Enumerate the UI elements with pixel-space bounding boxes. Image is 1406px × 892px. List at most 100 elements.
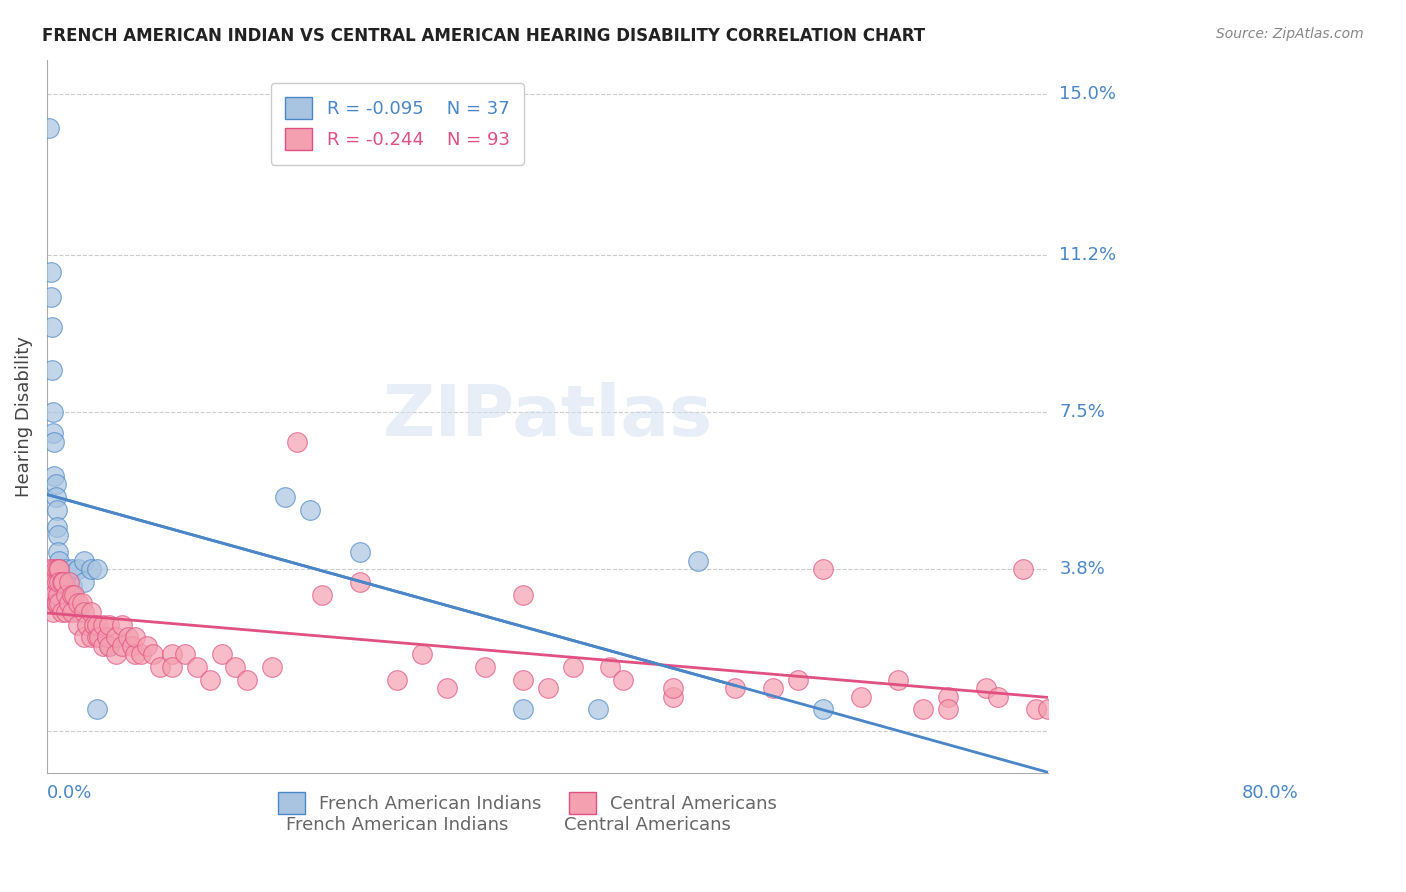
Point (285, 434, 308, 449)
Point (41, 588, 63, 602)
Point (349, 545, 371, 559)
Text: 80.0%: 80.0% (1241, 784, 1299, 802)
Point (561, 660, 583, 674)
Text: 11.2%: 11.2% (1059, 246, 1116, 264)
Point (76, 617, 98, 632)
Point (39, 290, 62, 304)
Point (129, 647, 152, 661)
Point (67, 617, 90, 632)
Point (936, 690, 959, 704)
Point (124, 630, 146, 644)
Point (39, 265, 62, 279)
Point (48, 562, 70, 576)
Point (787, 673, 810, 687)
Point (661, 690, 683, 704)
Point (73, 605, 96, 619)
Point (48, 575, 70, 590)
Point (224, 660, 246, 674)
Text: 0.0%: 0.0% (46, 784, 93, 802)
Point (536, 681, 558, 696)
Point (80, 562, 103, 576)
Point (311, 588, 333, 602)
Point (98, 639, 121, 653)
Point (44, 588, 66, 602)
Point (387, 673, 409, 687)
Point (70, 596, 93, 610)
Text: Source: ZipAtlas.com: Source: ZipAtlas.com (1216, 27, 1364, 41)
Point (124, 647, 146, 661)
Point (173, 647, 195, 661)
Point (349, 575, 371, 590)
Point (599, 660, 621, 674)
Point (160, 660, 183, 674)
Point (60, 605, 83, 619)
Point (73, 630, 96, 644)
Point (104, 630, 127, 644)
Point (45, 596, 67, 610)
Point (73, 575, 96, 590)
Point (39, 575, 62, 590)
Point (236, 673, 259, 687)
Point (46, 545, 69, 559)
Point (63, 588, 86, 602)
Point (121, 639, 143, 653)
Point (936, 702, 959, 716)
Point (51, 575, 73, 590)
Point (117, 630, 139, 644)
Point (52, 575, 75, 590)
Point (45, 503, 67, 517)
Point (45, 520, 67, 534)
Point (48, 562, 70, 576)
Text: 15.0%: 15.0% (1059, 85, 1116, 103)
Point (46, 588, 69, 602)
Point (298, 503, 321, 517)
Point (1038, 702, 1060, 716)
Point (55, 588, 77, 602)
Point (60, 562, 83, 576)
Point (44, 575, 66, 590)
Point (411, 647, 433, 661)
Point (512, 673, 534, 687)
Y-axis label: Hearing Disability: Hearing Disability (15, 336, 32, 497)
Point (474, 660, 496, 674)
Point (104, 647, 127, 661)
Point (274, 490, 297, 504)
Point (91, 639, 114, 653)
Point (48, 575, 70, 590)
Text: 7.5%: 7.5% (1059, 403, 1105, 421)
Point (38, 120, 60, 135)
Point (83, 617, 105, 632)
Point (45, 562, 67, 576)
Point (42, 405, 65, 419)
Point (46, 562, 69, 576)
Point (55, 562, 77, 576)
Point (262, 660, 284, 674)
Point (198, 673, 221, 687)
Point (55, 605, 77, 619)
Point (811, 702, 834, 716)
Point (91, 617, 114, 632)
Point (686, 554, 709, 568)
Point (42, 605, 65, 619)
Point (48, 554, 70, 568)
Point (887, 673, 910, 687)
Text: FRENCH AMERICAN INDIAN VS CENTRAL AMERICAN HEARING DISABILITY CORRELATION CHART: FRENCH AMERICAN INDIAN VS CENTRAL AMERIC… (42, 27, 925, 45)
Point (42, 562, 65, 576)
Point (89, 630, 111, 644)
Point (73, 554, 96, 568)
Point (1025, 702, 1047, 716)
Point (51, 605, 73, 619)
Point (48, 596, 70, 610)
Point (186, 660, 208, 674)
Point (512, 588, 534, 602)
Point (98, 639, 121, 653)
Point (44, 434, 66, 449)
Point (45, 596, 67, 610)
Point (67, 596, 90, 610)
Point (1012, 562, 1035, 576)
Point (80, 630, 103, 644)
Point (58, 575, 80, 590)
Point (58, 596, 80, 610)
Point (142, 647, 165, 661)
Point (974, 681, 997, 696)
